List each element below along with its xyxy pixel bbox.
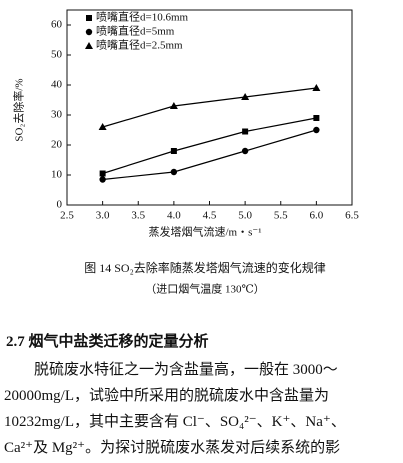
y-tick-label: 60: [51, 19, 63, 31]
data-point: [98, 123, 107, 130]
x-tick-label: 4.5: [203, 210, 217, 222]
x-tick-label: 3.5: [131, 210, 145, 222]
caption-title: 图 14 SO₂去除率随蒸发塔烟气流速的变化规律: [84, 260, 326, 275]
chart: 蒸发塔烟气流速/m・s⁻¹ SO₂去除率/% 图 14 SO₂去除率随蒸发塔烟气…: [12, 9, 359, 296]
x-tick-label: 4.0: [167, 210, 181, 222]
section-heading: 2.7 烟气中盐类迁移的定量分析: [6, 334, 209, 350]
paragraph-line: 脱硫废水特征之一为含盐量高，一般在 3000～: [34, 362, 338, 378]
x-tick-label: 5.5: [274, 210, 288, 222]
paragraph-line: 10232mg/L，其中主要含有 Cl⁻、SO₄²⁻、K⁺、Na⁺、: [4, 414, 346, 430]
data-point: [170, 148, 177, 154]
legend-label: 喷嘴直径d=10.6mm: [96, 10, 189, 24]
x-tick-label: 6.0: [310, 210, 324, 222]
x-tick-label: 5.0: [238, 210, 252, 222]
x-axis-label: 蒸发塔烟气流速/m・s⁻¹: [149, 225, 262, 239]
series-line: [102, 129, 317, 181]
x-tick-label: 6.5: [345, 210, 359, 222]
data-point: [241, 147, 249, 155]
series-line: [102, 87, 317, 128]
y-tick-label: 30: [51, 109, 63, 121]
y-tick-label: 50: [51, 49, 63, 61]
y-axis-label: SO₂去除率/%: [12, 78, 26, 141]
series-line: [102, 117, 317, 175]
x-tick-label: 3.0: [96, 210, 110, 222]
paragraph-line: Ca²⁺及 Mg²⁺。为探讨脱硫废水蒸发对后续系统的影: [4, 440, 341, 456]
paragraph-line: 20000mg/L，试验中所采用的脱硫废水中含盐量为: [4, 388, 329, 404]
data-point: [242, 128, 249, 135]
data-point: [169, 102, 178, 109]
data-point: [313, 115, 320, 121]
legend-label: 喷嘴直径d=5mm: [96, 24, 175, 38]
data-point: [170, 168, 178, 176]
caption-note: （进口烟气温度 130℃）: [145, 282, 265, 296]
data-point: [99, 176, 106, 183]
y-tick-label: 20: [51, 139, 63, 151]
legend-label: 喷嘴直径d=2.5mm: [96, 38, 183, 52]
data-point: [313, 126, 320, 134]
x-tick-label: 2.5: [60, 210, 74, 222]
data-point: [241, 93, 250, 100]
y-tick-label: 40: [51, 79, 63, 91]
data-point: [312, 84, 321, 91]
y-tick-label: 0: [57, 199, 63, 211]
legend-marker: [85, 28, 93, 36]
y-tick-label: 10: [51, 169, 63, 181]
legend-marker: [86, 15, 92, 21]
data-point: [99, 170, 106, 177]
legend-marker: [85, 42, 93, 49]
